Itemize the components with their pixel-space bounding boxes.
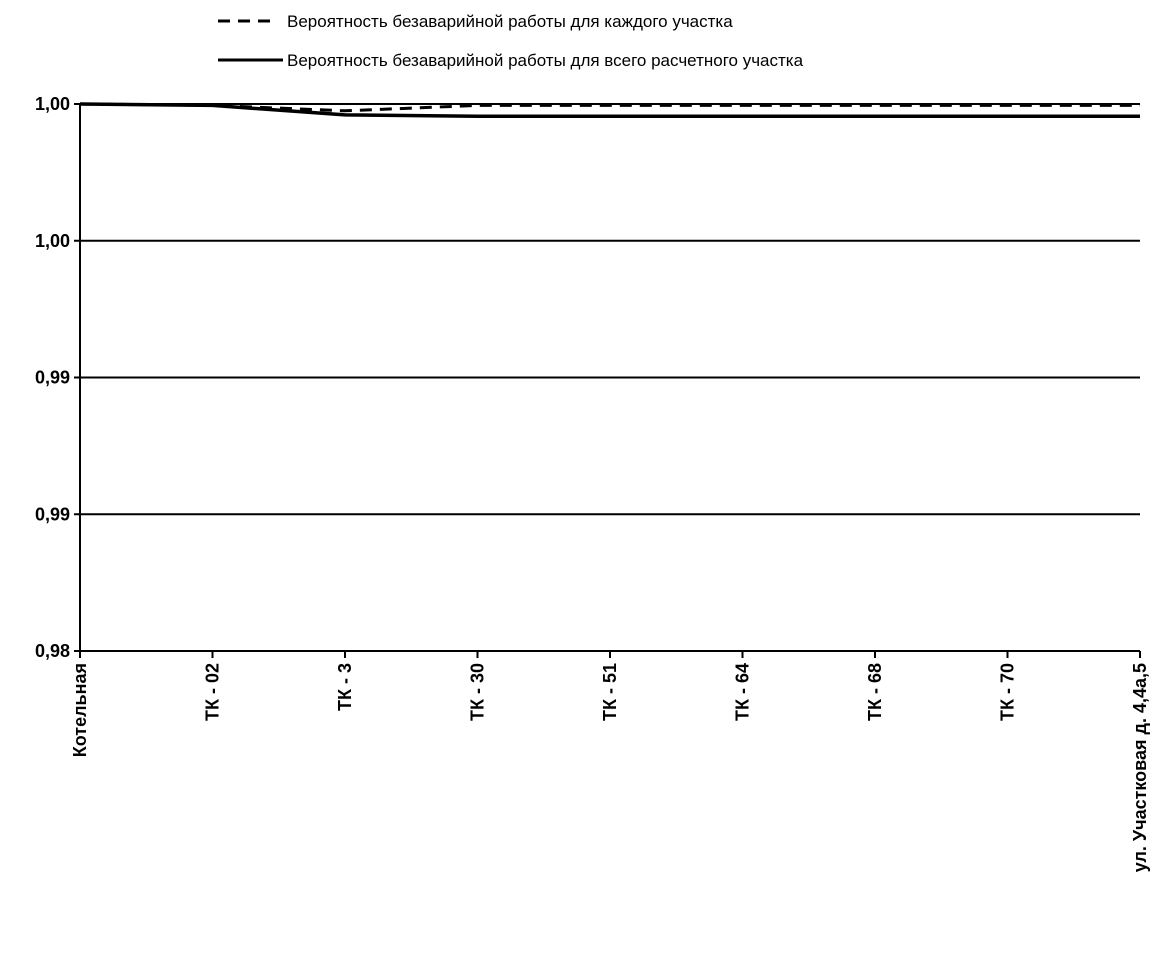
- x-tick-label: Котельная: [70, 663, 90, 757]
- y-tick-label: 1,00: [35, 94, 70, 114]
- legend: Вероятность безаварийной работы для кажд…: [218, 12, 804, 70]
- x-tick-label: ТК - 02: [203, 663, 223, 721]
- x-tick-label: ТК - 68: [865, 663, 885, 721]
- y-tick-label: 0,98: [35, 641, 70, 661]
- x-axis-ticks: Котельная ТК - 02 ТК - 3 ТК - 30 ТК - 51 ТК -…: [70, 651, 1150, 872]
- series-lines: [80, 104, 1140, 116]
- y-tick-label: 1,00: [35, 231, 70, 251]
- y-tick-label: 0,99: [35, 368, 70, 388]
- x-tick-label: ТК - 70: [998, 663, 1018, 721]
- x-tick-label: ул. Участковая д. 4,4а,5: [1130, 663, 1150, 872]
- grid-lines: [80, 104, 1140, 514]
- y-tick-label: 0,99: [35, 504, 70, 524]
- x-tick-label: ТК - 3: [335, 663, 355, 711]
- x-tick-label: ТК - 51: [600, 663, 620, 721]
- legend-label-dashed: Вероятность безаварийной работы для кажд…: [287, 12, 733, 31]
- x-tick-label: ТК - 30: [468, 663, 488, 721]
- legend-label-solid: Вероятность безаварийной работы для всег…: [287, 51, 804, 70]
- y-axis-ticks: 0,98 0,99 0,99 1,00 1,00: [35, 94, 80, 661]
- x-tick-label: ТК - 64: [733, 663, 753, 721]
